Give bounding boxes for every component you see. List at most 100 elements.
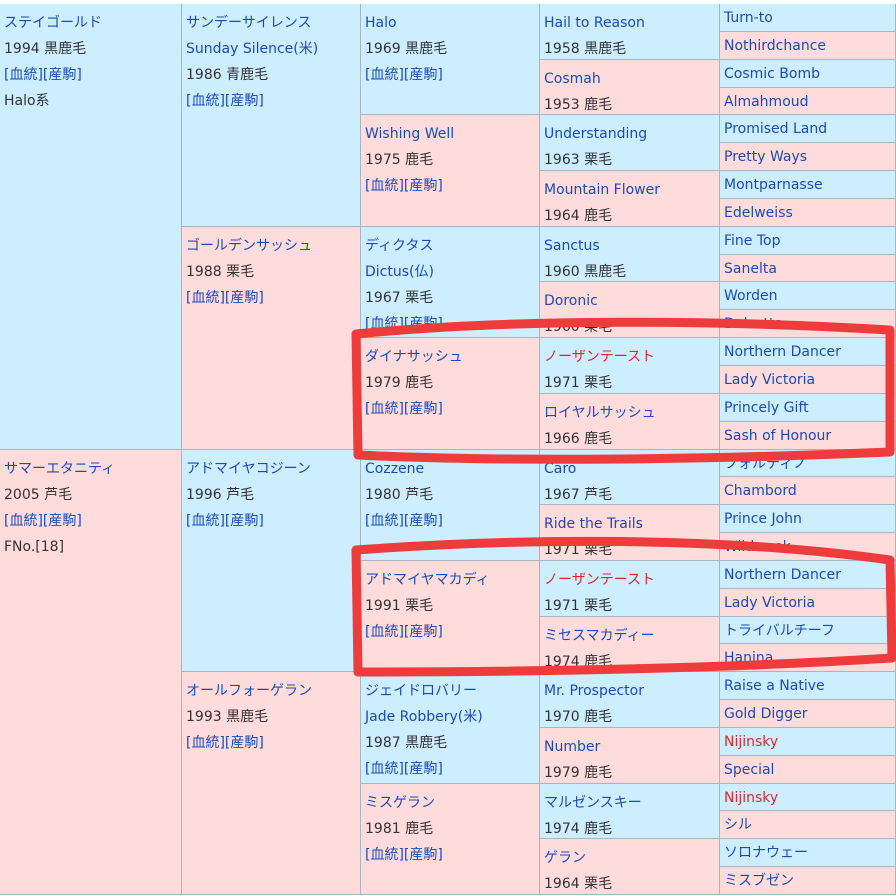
horse-name-link[interactable]: Lady Victoria xyxy=(724,594,816,611)
pedigree-progeny-links[interactable]: [血統][産駒] xyxy=(365,401,443,418)
pedigree-progeny-links[interactable]: [血統][産駒] xyxy=(365,512,443,529)
horse-name-link[interactable]: Raise a Native xyxy=(724,678,825,695)
pedigree-progeny-links[interactable]: [血統][産駒] xyxy=(186,512,264,529)
ancestor-cell: ステイゴールド 1994 黒鹿毛 [血統][産駒] Halo系 xyxy=(0,4,182,450)
horse-name-link[interactable]: ロイヤルサッシュ xyxy=(544,404,656,421)
horse-name-link[interactable]: Nijinsky xyxy=(724,789,779,806)
horse-name-link[interactable]: ミセスマカディー xyxy=(544,627,655,644)
horse-name-link[interactable]: Mr. Prospector xyxy=(544,683,644,700)
horse-name-link[interactable]: ステイゴールド xyxy=(4,15,102,31)
horse-name-link[interactable]: ゲラン xyxy=(544,850,586,867)
horse-name-link[interactable]: ディクタス xyxy=(365,237,434,254)
horse-name-link[interactable]: Doronic xyxy=(544,293,598,310)
horse-name-link[interactable]: Special xyxy=(724,761,775,778)
horse-name-link[interactable]: Pretty Ways xyxy=(724,149,808,166)
horse-name-link[interactable]: ミスブゼン xyxy=(724,873,794,890)
horse-name-link[interactable]: Number xyxy=(544,738,601,755)
horse-name-link[interactable]: フォルティノ xyxy=(724,455,808,472)
ancestor-cell: ミスゲラン 1981 鹿毛 [血統][産駒] xyxy=(361,783,540,895)
horse-name-link[interactable]: ジェイドロバリー xyxy=(365,683,477,700)
horse-name-link[interactable]: Hanina xyxy=(724,650,774,667)
horse-name-link[interactable]: Fine Top xyxy=(724,232,781,249)
birth-year-coat: 1963 栗毛 xyxy=(544,152,613,169)
horse-alt-name-link[interactable]: Dictus(仏) xyxy=(365,263,434,280)
pedigree-progeny-links[interactable]: [血統][産駒] xyxy=(365,315,443,332)
horse-name-link[interactable]: サンデーサイレンス xyxy=(186,15,312,31)
pedigree-progeny-links[interactable]: [血統][産駒] xyxy=(365,623,443,640)
horse-name-link[interactable]: ダイナサッシュ xyxy=(365,349,463,366)
horse-name-link[interactable]: ミスゲラン xyxy=(365,794,435,811)
horse-name-link[interactable]: Worden xyxy=(724,288,778,305)
horse-name-link[interactable]: ソロナウェー xyxy=(724,845,808,862)
pedigree-progeny-links[interactable]: [血統][産駒] xyxy=(365,761,443,778)
pedigree-progeny-links[interactable]: [血統][産駒] xyxy=(365,178,443,195)
horse-name-link[interactable]: アドマイヤコジーン xyxy=(186,460,311,477)
ancestor-cell: Cozzene 1980 芦毛 [血統][産駒] xyxy=(361,449,540,561)
pedigree-progeny-links[interactable]: [血統][産駒] xyxy=(186,289,264,306)
birth-year-coat: 1964 鹿毛 xyxy=(544,208,613,225)
horse-name-link[interactable]: Princely Gift xyxy=(724,399,809,416)
horse-name-link[interactable]: Sanelta xyxy=(724,260,777,277)
ancestor-cell: Caro 1967 芦毛 xyxy=(540,449,720,506)
horse-name-link[interactable]: マルゼンスキー xyxy=(544,794,642,811)
horse-name-link[interactable]: Promised Land xyxy=(724,121,828,138)
pedigree-progeny-links[interactable]: [血統][産駒] xyxy=(186,93,264,109)
horse-name-link[interactable]: Cosmic Bomb xyxy=(724,65,821,82)
horse-name-link[interactable]: Prince John xyxy=(724,511,802,528)
horse-alt-name-link[interactable]: Jade Robbery(米) xyxy=(365,709,483,726)
birth-year-coat: 1958 黒鹿毛 xyxy=(544,41,627,57)
birth-year-coat: 1994 黒鹿毛 xyxy=(4,41,87,57)
horse-name-link[interactable]: Dulzetta xyxy=(724,316,784,333)
ancestor-cell: オールフォーゲラン 1993 黒鹿毛 [血統][産駒] xyxy=(182,672,361,895)
horse-name-link[interactable]: Wildwook xyxy=(724,539,791,556)
horse-name-link[interactable]: トライバルチーフ xyxy=(724,622,835,639)
horse-name-link[interactable]: ゴールデンサッシュ xyxy=(186,237,312,254)
horse-name-link[interactable]: Lady Victoria xyxy=(724,371,816,388)
pedigree-progeny-links[interactable]: [血統][産駒] xyxy=(4,67,82,83)
ancestor-cell: アドマイヤマカディ 1991 栗毛 [血統][産駒] xyxy=(361,560,540,673)
pedigree-progeny-links[interactable]: [血統][産駒] xyxy=(365,67,443,83)
ancestor-cell: Northern Dancer xyxy=(720,560,896,589)
horse-name-link[interactable]: Halo xyxy=(365,15,397,31)
horse-name-link[interactable]: Sash of Honour xyxy=(724,427,832,444)
pedigree-progeny-links[interactable]: [血統][産駒] xyxy=(365,846,443,863)
horse-name-link[interactable]: Wishing Well xyxy=(365,126,455,143)
horse-name-link[interactable]: シル xyxy=(724,817,752,834)
horse-name-link[interactable]: ノーザンテースト xyxy=(544,349,656,366)
ancestor-cell: ミスブゼン xyxy=(720,867,896,895)
horse-name-link[interactable]: Northern Dancer xyxy=(724,566,841,583)
horse-name-link[interactable]: Nijinsky xyxy=(724,733,779,750)
horse-name-link[interactable]: Chambord xyxy=(724,483,797,500)
horse-name-link[interactable]: Caro xyxy=(544,460,577,477)
horse-name-link[interactable]: Montparnasse xyxy=(724,177,823,194)
ancestor-cell: Lady Victoria xyxy=(720,588,896,617)
horse-name-link[interactable]: Mountain Flower xyxy=(544,182,660,199)
horse-name-link[interactable]: Edelweiss xyxy=(724,204,793,221)
horse-name-link[interactable]: Almahmoud xyxy=(724,93,809,110)
horse-name-link[interactable]: サマーエタニティ xyxy=(4,460,116,477)
ancestor-cell: Mr. Prospector 1970 鹿毛 xyxy=(540,672,720,728)
horse-name-link[interactable]: Hail to Reason xyxy=(544,15,645,31)
horse-name-link[interactable]: Ride the Trails xyxy=(544,516,643,533)
ancestor-cell: Hail to Reason 1958 黒鹿毛 xyxy=(540,4,720,60)
horse-name-link[interactable]: Understanding xyxy=(544,126,648,143)
horse-name-link[interactable]: ノーザンテースト xyxy=(544,571,656,588)
horse-name-link[interactable]: Cosmah xyxy=(544,70,601,87)
birth-year-coat: 1964 栗毛 xyxy=(544,876,613,893)
ancestor-cell: Dulzetta xyxy=(720,310,896,339)
ancestor-cell: Number 1979 鹿毛 xyxy=(540,727,720,784)
pedigree-progeny-links[interactable]: [血統][産駒] xyxy=(186,735,264,752)
ancestor-cell: Gold Digger xyxy=(720,700,896,728)
horse-name-link[interactable]: Gold Digger xyxy=(724,706,808,723)
horse-name-link[interactable]: Northern Dancer xyxy=(724,344,841,361)
horse-name-link[interactable]: Turn-to xyxy=(724,10,773,26)
horse-name-link[interactable]: オールフォーゲラン xyxy=(186,683,312,700)
horse-name-link[interactable]: アドマイヤマカディ xyxy=(365,571,490,588)
pedigree-progeny-links[interactable]: [血統][産駒] xyxy=(4,512,82,529)
horse-alt-name-link[interactable]: Sunday Silence(米) xyxy=(186,41,319,57)
ancestor-cell: Prince John xyxy=(720,505,896,534)
horse-name-link[interactable]: Cozzene xyxy=(365,460,425,477)
ancestor-cell: Sanctus 1960 黒鹿毛 xyxy=(540,226,720,283)
horse-name-link[interactable]: Nothirdchance xyxy=(724,37,827,54)
horse-name-link[interactable]: Sanctus xyxy=(544,237,600,254)
